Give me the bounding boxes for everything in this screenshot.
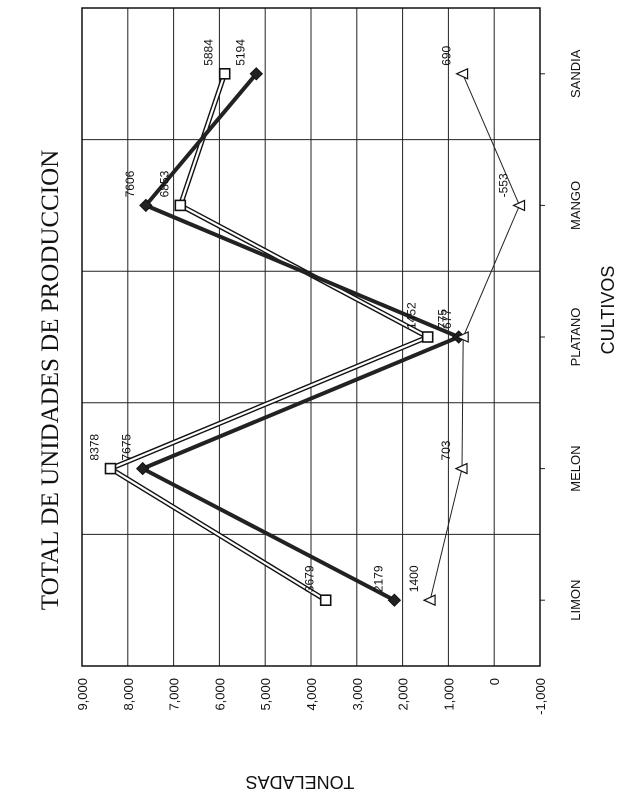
marker-diamond (139, 198, 153, 213)
y-tick-label: 6,000 (212, 678, 227, 711)
data-label: 7675 (120, 434, 134, 461)
data-labels-layer: 3679 8378 1452 6853 5884 2179 7675 775 7606 5194 1… (87, 39, 510, 592)
marker-square (319, 594, 332, 607)
data-label: 3679 (303, 565, 317, 592)
y-tick-label: 4,000 (304, 678, 319, 711)
series-line-square-inner (108, 73, 431, 602)
x-tick-labels: LIMON MELON PLATANO MANGO SANDIA (568, 49, 583, 621)
x-tick-label: PLATANO (568, 308, 583, 367)
x-axis-title: CULTIVOS (598, 266, 618, 355)
y-tick-label: 3,000 (350, 678, 365, 711)
data-label: 6853 (157, 170, 171, 197)
y-tick-label: 5,000 (258, 678, 273, 711)
data-label: 5194 (233, 39, 247, 66)
data-label: 775 (436, 309, 450, 329)
marker-diamond (387, 593, 402, 607)
y-tick-labels: -1,000 0 1,000 2,000 3,000 4,000 5,000 6,000 7,0… (75, 678, 548, 715)
y-axis-title: TONELADAS (246, 772, 355, 792)
marker-square (421, 331, 434, 343)
x-tick-label: MANGO (568, 181, 583, 230)
data-label: 677 (440, 309, 454, 329)
chart-title: TOTAL DE UNIDADES DE PRODUCCION (37, 150, 64, 611)
x-tick-label: SANDIA (568, 49, 583, 98)
data-label: 2179 (371, 565, 385, 592)
marker-square (174, 199, 187, 212)
series-line-diamond (137, 72, 464, 602)
y-tick-label: 7,000 (167, 678, 182, 711)
y-tick-label: 8,000 (121, 678, 136, 711)
data-label: 1452 (405, 302, 419, 329)
plot-border (81, 7, 541, 667)
series-layer (104, 67, 526, 607)
series-line-triangle (429, 73, 521, 601)
y-tick-label: -1,000 (533, 678, 548, 715)
data-label: 690 (440, 45, 454, 65)
x-tick-label: MELON (568, 445, 583, 491)
y-tick-label: 2,000 (396, 678, 411, 711)
data-label: -553 (497, 173, 511, 197)
y-tick-label: 1,000 (441, 678, 456, 711)
series-line-square-outer (105, 73, 434, 603)
data-label: 703 (439, 440, 453, 460)
marker-triangle (454, 462, 468, 475)
marker-triangle (422, 594, 436, 607)
marker-diamond (249, 67, 264, 81)
data-label: 5884 (202, 39, 216, 66)
marker-square (218, 68, 231, 80)
data-label: 1400 (407, 565, 421, 592)
plot-frame (81, 7, 541, 667)
y-tick-label: 0 (487, 678, 502, 685)
y-tick-label: 9,000 (75, 678, 90, 711)
marker-square (104, 462, 117, 475)
data-label: 8378 (87, 434, 101, 461)
marker-triangle (455, 67, 469, 80)
marker-triangle (455, 331, 469, 343)
x-tick-label: LIMON (568, 580, 583, 621)
marker-diamond (135, 461, 150, 476)
marker-triangle (512, 199, 526, 212)
data-label: 7606 (123, 170, 137, 197)
